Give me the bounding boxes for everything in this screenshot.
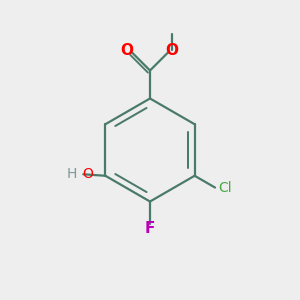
Text: H: H xyxy=(66,167,77,181)
Text: F: F xyxy=(145,221,155,236)
Text: O: O xyxy=(166,43,178,58)
Text: O: O xyxy=(121,43,134,58)
Text: Cl: Cl xyxy=(219,181,232,195)
Text: O: O xyxy=(82,167,93,181)
